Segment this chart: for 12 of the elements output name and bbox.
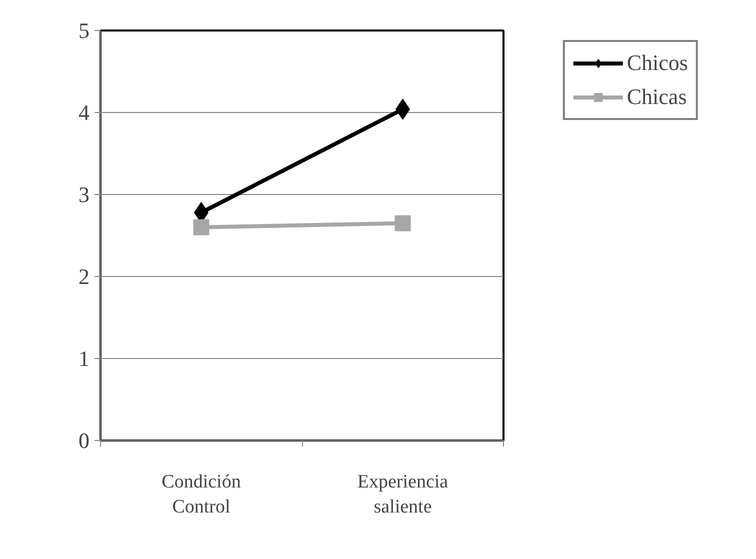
x-tick-label: Condición Control: [162, 472, 242, 518]
y-tick-label: 2: [78, 264, 90, 289]
point: [394, 215, 411, 232]
y-tick-label: 0: [78, 428, 90, 453]
y-tick-label: 3: [78, 182, 90, 207]
y-tick-label: 1: [78, 346, 90, 371]
legend-label: Chicos: [626, 50, 688, 76]
point: [193, 219, 210, 236]
y-tick-label: 4: [78, 100, 90, 125]
x-tick-label: Experiencia saliente: [357, 472, 449, 518]
legend-label: Chicas: [626, 84, 687, 110]
y-tick-label: 5: [78, 18, 90, 43]
